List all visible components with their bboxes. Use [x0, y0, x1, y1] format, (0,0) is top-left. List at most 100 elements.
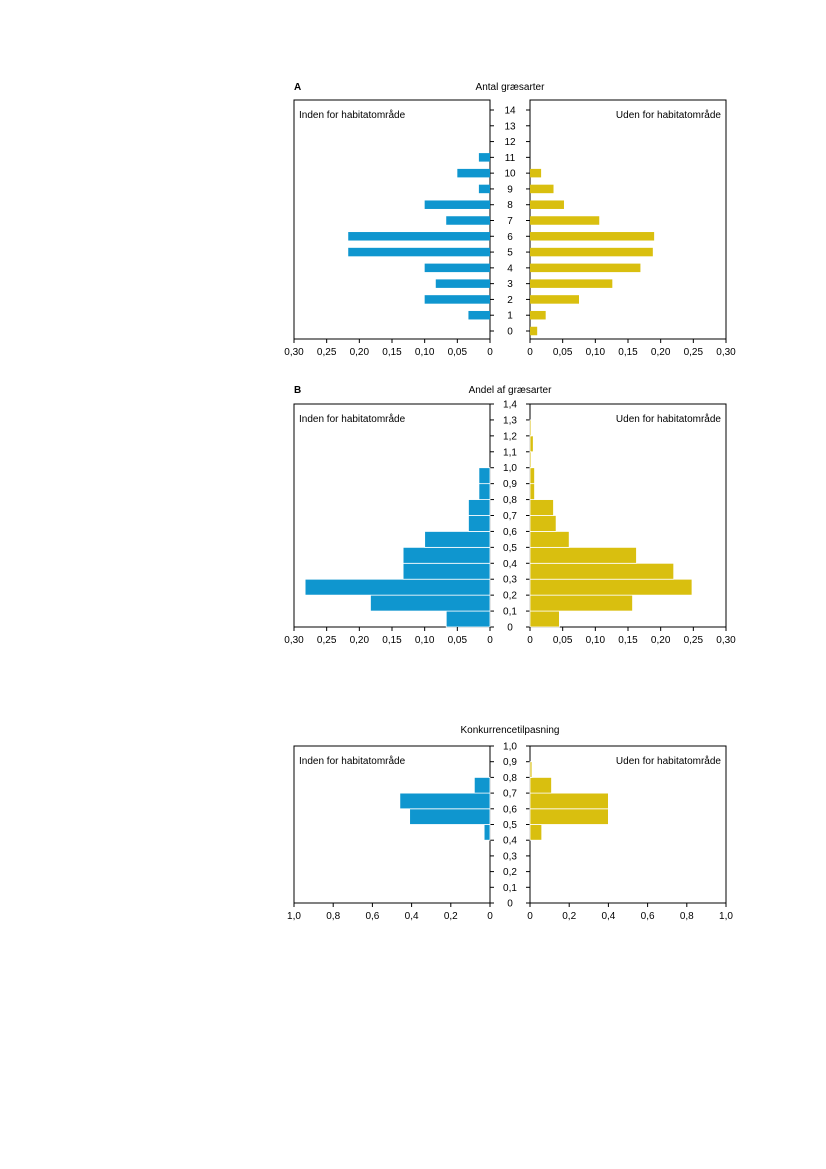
chart-panel-2: B Andel af græsarter Inden for habitatområ… [284, 385, 736, 646]
bar-outside [530, 310, 546, 320]
bar-inside [348, 232, 490, 241]
bar-outside [530, 295, 579, 304]
y-tick-label: 0 [507, 899, 513, 910]
x-tick-label-left: 0,15 [382, 635, 402, 646]
x-tick-label-right: 0,30 [716, 635, 736, 646]
bar-inside [483, 824, 491, 841]
y-tick-label: 0,4 [503, 836, 517, 847]
bar-inside [468, 499, 491, 516]
x-tick-label-left: 0,8 [326, 911, 340, 922]
bar-outside [529, 419, 532, 437]
bar-outside [529, 531, 570, 548]
x-tick-label-right: 0,20 [651, 347, 671, 358]
bar-outside [529, 451, 532, 469]
x-tick-label-left: 0 [487, 635, 493, 646]
x-tick-label-left: 0,10 [415, 347, 435, 358]
bar-outside [529, 594, 633, 612]
bar-outside [529, 578, 693, 596]
bar-inside [424, 295, 490, 304]
x-tick-label-right: 0,10 [586, 347, 606, 358]
x-tick-label-right: 0 [527, 347, 533, 358]
x-tick-label-right: 0,10 [586, 635, 606, 646]
y-tick-label: 12 [504, 137, 516, 148]
x-tick-label-left: 0,20 [350, 347, 370, 358]
y-tick-label: 0,9 [503, 757, 517, 768]
y-tick-label: 9 [507, 184, 513, 195]
bar-inside [468, 515, 491, 532]
y-tick-label: 8 [507, 200, 513, 211]
x-tick-label-left: 0 [487, 911, 493, 922]
bar-outside [529, 792, 609, 810]
bar-outside [529, 515, 557, 532]
left-side-label: Inden for habitatområde [299, 755, 406, 767]
x-tick-label-left: 1,0 [287, 911, 301, 922]
bar-inside [478, 153, 490, 162]
bar-outside [529, 467, 535, 485]
y-tick-label: 0,8 [503, 773, 517, 784]
y-tick-label: 1,4 [503, 400, 517, 411]
y-tick-label: 1 [507, 311, 513, 322]
x-tick-label-right: 0 [527, 635, 533, 646]
y-tick-label: 4 [507, 263, 513, 274]
bar-outside [529, 610, 560, 628]
x-tick-label-left: 0,05 [448, 635, 468, 646]
x-tick-label-right: 0,05 [553, 347, 573, 358]
bar-inside [473, 777, 491, 794]
panel-letter: A [294, 82, 301, 93]
left-side-label: Inden for habitatområde [299, 413, 406, 425]
y-tick-label: 0,8 [503, 495, 517, 506]
y-tick-label: 0,5 [503, 820, 517, 831]
y-tick-label: 0,3 [503, 575, 517, 586]
y-tick-label: 7 [507, 216, 513, 227]
x-tick-label-right: 0,30 [716, 347, 736, 358]
x-tick-label-left: 0,2 [444, 911, 458, 922]
y-tick-label: 1,0 [503, 463, 517, 474]
x-tick-label-right: 0,6 [641, 911, 655, 922]
bar-inside [348, 247, 490, 257]
x-tick-label-right: 1,0 [719, 911, 733, 922]
bar-outside [529, 761, 533, 778]
panel-title: Antal græsarter [476, 82, 546, 93]
y-tick-label: 10 [504, 169, 516, 180]
left-side-label: Inden for habitatområde [299, 109, 406, 121]
y-tick-label: 13 [504, 121, 516, 132]
bar-outside [529, 808, 609, 825]
y-tick-label: 0,3 [503, 851, 517, 862]
panel-letter: B [294, 385, 301, 396]
bar-outside [530, 247, 653, 257]
y-tick-label: 2 [507, 295, 513, 306]
x-tick-label-left: 0,4 [405, 911, 419, 922]
x-tick-label-left: 0 [487, 347, 493, 358]
bar-inside [424, 531, 491, 548]
x-tick-label-left: 0,25 [317, 347, 337, 358]
bar-outside [529, 435, 534, 453]
x-tick-label-right: 0,15 [618, 347, 638, 358]
x-tick-label-right: 0,8 [680, 911, 694, 922]
bar-inside [468, 310, 490, 320]
y-tick-label: 1,3 [503, 415, 517, 426]
right-side-label: Uden for habitatområde [616, 755, 722, 767]
bar-inside [478, 184, 490, 194]
x-tick-label-left: 0,05 [448, 347, 468, 358]
panel-title: Andel af græsarter [469, 385, 552, 396]
bar-inside [457, 168, 490, 178]
chart-panel-1: A Antal græsarter Inden for habitatområde U… [284, 82, 736, 358]
bar-outside [530, 184, 554, 194]
x-tick-label-left: 0,20 [350, 635, 370, 646]
y-tick-label: 14 [504, 106, 516, 117]
y-tick-label: 0,6 [503, 804, 517, 815]
y-tick-label: 0,6 [503, 527, 517, 538]
y-tick-label: 0,7 [503, 511, 517, 522]
panel-title: Konkurrencetilpasning [461, 725, 560, 736]
bar-inside [424, 200, 490, 209]
bar-inside [409, 808, 491, 825]
bar-inside [478, 467, 491, 485]
y-tick-label: 1,0 [503, 742, 517, 753]
y-tick-label: 1,1 [503, 447, 517, 458]
x-tick-label-left: 0,25 [317, 635, 337, 646]
x-tick-label-right: 0 [527, 911, 533, 922]
bar-inside [445, 610, 491, 628]
bar-outside [529, 824, 543, 841]
y-tick-label: 0,7 [503, 789, 517, 800]
